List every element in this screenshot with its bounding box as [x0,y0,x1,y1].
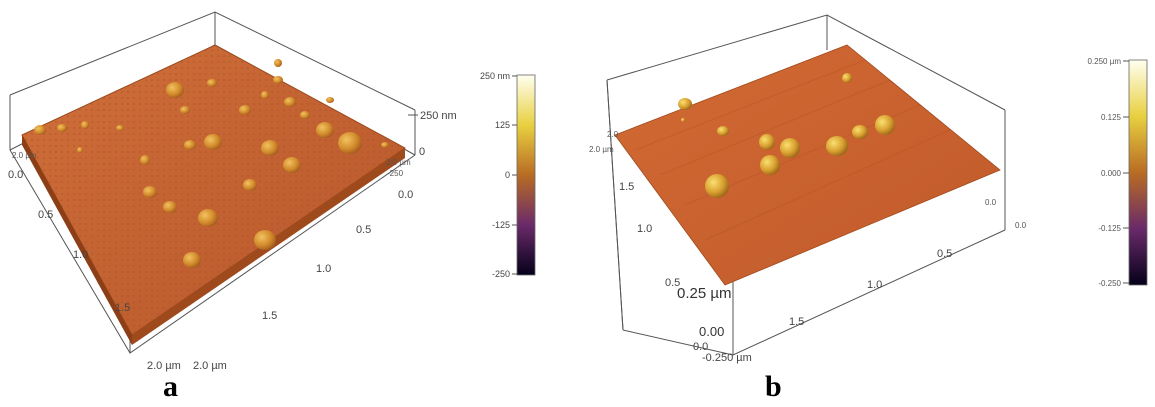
z-bottom-label-b: -0.250 µm [702,352,752,364]
afm-3d-plot-a: 250 nm 0 -250 2.0 µm 0.0 0.5 1.0 1.5 2.0… [8,11,536,372]
afm-3d-plot-b: 2.0 2.0 µm 1.5 1.0 0.5 0.25 µm 0.00 0.0 … [589,14,1148,364]
colorbar-a: 250 nm 125 0 -125 -250 [480,71,536,279]
z-top-label-b: 0.25 µm [677,285,732,302]
colorbar-b: 0.250 µm 0.125 0.000 -0.125 -0.250 [1087,57,1148,288]
right-axis-tick-a: 0.5 [356,224,371,236]
colorbar-tick-b: -0.250 [1098,279,1121,288]
colorbar-tick-a: -250 [492,269,510,279]
z-top-label-a: 250 nm [420,110,457,122]
right-axis-tick-b: 1.0 [867,279,882,291]
right-axis-top-a: 2.0 µm [386,158,411,167]
left-axis-tick-a: 0.5 [38,209,53,221]
colorbar-tick-b: 0.125 [1101,113,1122,122]
left-axis-tick-a: 1.0 [73,249,88,261]
colorbar-tick-b: 0.250 µm [1087,57,1121,66]
particles-b [678,73,895,198]
colorbar-tick-a: 0 [505,170,510,180]
z-mid-label-a: 0 [419,146,425,158]
afm-panel-a: 250 nm 0 -250 2.0 µm 0.0 0.5 1.0 1.5 2.0… [0,0,560,407]
right-axis-start-a: 0.0 [398,189,413,201]
right-axis-tick-a: 1.5 [262,310,277,322]
colorbar-tick-b: -0.125 [1098,224,1121,233]
colorbar-tick-a: 125 [495,120,510,130]
left-axis-end-a: 2.0 µm [147,360,181,372]
right-axis-tick-b: 1.5 [789,316,804,328]
colorbar-tick-a: 250 nm [480,71,510,81]
z-mid-label-b: 0.00 [699,324,724,339]
left-axis-top2-b: 2.0 µm [589,145,614,154]
left-axis-tick-a: 1.5 [115,302,130,314]
left-axis-top-a: 2.0 µm [12,151,37,160]
right-axis-tick-b: 0.5 [937,248,952,260]
afm-panel-b: 2.0 2.0 µm 1.5 1.0 0.5 0.25 µm 0.00 0.0 … [575,0,1155,407]
z-bottom-label-a: -250 [387,169,404,178]
right-axis-tick-a: 1.0 [316,263,331,275]
front-corner-label-b: 0.0 [693,341,708,353]
panel-label-a: a [163,370,178,403]
right-axis-end-a: 2.0 µm [193,360,227,372]
surface-b [614,44,1001,286]
panel-label-b: b [765,370,782,403]
left-axis-start-a: 0.0 [8,169,23,181]
particles-a [34,59,389,268]
left-axis-top-b: 2.0 [607,130,619,139]
right-axis-start-b: 0.0 [985,198,997,207]
left-axis-tick-b: 1.5 [619,181,634,193]
right-axis-start2-b: 0.0 [1015,221,1027,230]
colorbar-tick-b: 0.000 [1101,169,1122,178]
left-axis-tick-b: 1.0 [637,223,652,235]
colorbar-tick-a: -125 [492,220,510,230]
left-axis-tick-b: 0.5 [665,277,680,289]
